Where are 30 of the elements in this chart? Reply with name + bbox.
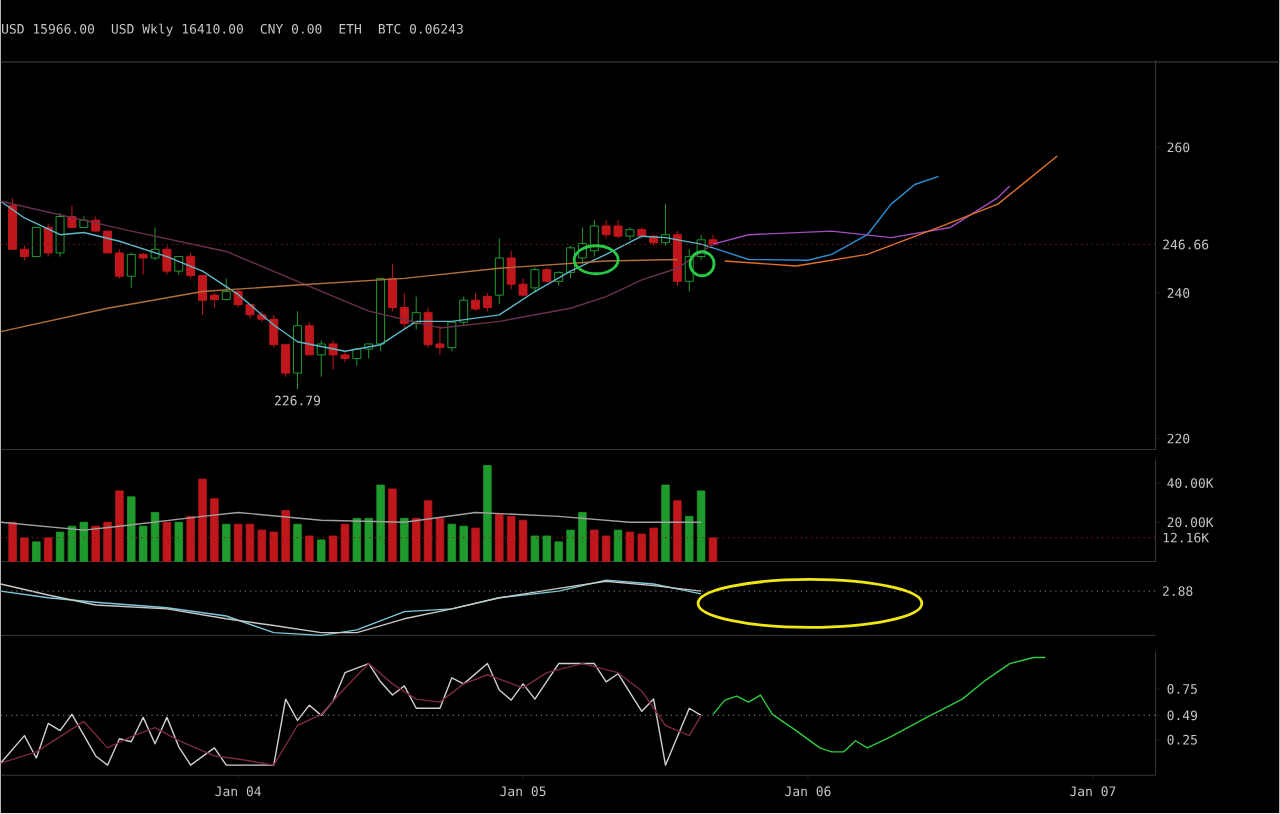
candlestick (43, 223, 53, 258)
candlestick (316, 340, 326, 378)
candlestick (174, 256, 184, 276)
bar (400, 518, 409, 563)
candlestick (162, 245, 172, 276)
bar (388, 488, 397, 563)
bar (613, 530, 623, 563)
bar (317, 539, 326, 563)
candlestick (67, 205, 77, 229)
candlestick (31, 227, 41, 258)
candlestick (530, 267, 540, 294)
bar (661, 485, 670, 563)
candlestick (494, 238, 504, 305)
candlestick (672, 230, 682, 287)
bar (673, 500, 682, 563)
bar (44, 537, 53, 563)
bar (174, 522, 183, 563)
candlestick (55, 212, 65, 258)
bar (305, 535, 314, 563)
candlestick (304, 321, 314, 356)
bar (471, 528, 480, 563)
candlestick (138, 252, 148, 276)
bar (222, 524, 231, 563)
candlestick (293, 311, 302, 391)
candlestick (126, 252, 136, 289)
bar (708, 537, 718, 563)
bar (162, 522, 172, 563)
bar (32, 541, 41, 563)
bar (483, 465, 492, 563)
bar (293, 524, 302, 563)
